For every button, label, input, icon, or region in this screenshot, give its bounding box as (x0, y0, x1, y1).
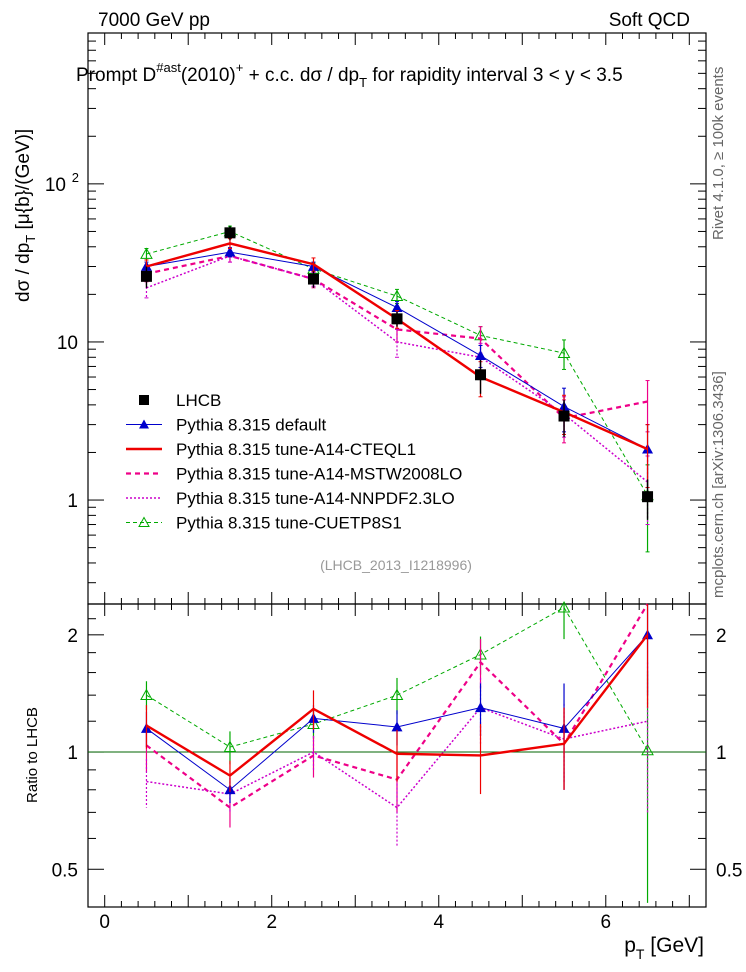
ratio-y-tick-label: 1 (67, 743, 78, 764)
ratio-series-pythia-8-315-tune-a14-cteql1 (145, 604, 649, 795)
legend-entry: Pythia 8.315 default (126, 416, 327, 435)
legend-entry: LHCB (139, 391, 221, 410)
x-tick-label: 4 (433, 912, 444, 933)
data-point-marker (475, 350, 487, 360)
xlabel-sub-T: T (636, 946, 645, 962)
legend-label: Pythia 8.315 tune-CUETP8S1 (176, 514, 402, 533)
title-part-a: Prompt D (76, 65, 156, 86)
legend-label: Pythia 8.315 default (176, 416, 327, 435)
legend-label: Pythia 8.315 tune-A14-NNPDF2.3LO (176, 489, 455, 508)
data-point-marker (475, 702, 487, 713)
data-point-marker (557, 601, 571, 613)
analysis-id: (LHCB_2013_I1218996) (320, 557, 472, 573)
ratio-axes-box (87, 603, 707, 908)
legend: LHCB Pythia 8.315 default Pythia 8.315 tun… (126, 391, 462, 533)
ratio-y-tick-label-right: 2 (716, 626, 727, 647)
data-point-marker (138, 516, 150, 527)
ratio-y-tick-label: 2 (67, 626, 78, 647)
data-point-marker (139, 419, 149, 429)
title-sup-plus: + (236, 60, 244, 75)
data-point-marker (558, 410, 570, 422)
data-point-marker (557, 346, 571, 359)
title-sub-T: T (359, 75, 367, 90)
ylabel-part-b: [μ{b}/(GeV)] (13, 129, 34, 235)
legend-entry: Pythia 8.315 tune-A14-MSTW2008LO (126, 465, 462, 484)
ratio-series-line (146, 606, 648, 751)
rivet-label: Rivet 4.1.0, ≥ 100k events (710, 67, 727, 240)
title-sup-ast: #ast (156, 60, 181, 75)
main-series-layer (140, 224, 654, 553)
data-point-marker (224, 227, 236, 239)
x-tick-label: 2 (266, 912, 277, 933)
xlabel-part-a: p (624, 934, 636, 957)
data-point-marker (391, 313, 403, 325)
data-point-marker (391, 721, 403, 732)
ratio-y-tick-label: 0.5 (52, 860, 78, 881)
y-tick-label: 10 (45, 175, 66, 196)
ratio-series-line (145, 634, 649, 778)
x-axis-label: pT [GeV] (624, 934, 704, 962)
data-point-marker (307, 273, 319, 285)
legend-entry: Pythia 8.315 tune-CUETP8S1 (126, 514, 402, 533)
data-point-marker (140, 688, 153, 701)
ratio-y-tick-label-right: 1 (716, 743, 727, 764)
data-point-marker (642, 491, 654, 503)
ratio-y-tick-label-right: 0.5 (716, 860, 742, 881)
title-part-b: (2010) (181, 65, 236, 86)
data-point-marker (223, 740, 237, 752)
legend-entry: Pythia 8.315 tune-A14-NNPDF2.3LO (126, 489, 455, 508)
x-tick-label: 6 (600, 912, 611, 933)
legend-label: LHCB (176, 391, 221, 410)
data-point-marker (390, 289, 404, 301)
ylabel-part-a: dσ / dp (13, 243, 34, 302)
legend-label: Pythia 8.315 tune-A14-MSTW2008LO (176, 465, 462, 484)
data-point-marker (475, 369, 487, 381)
x-tick-label: 0 (99, 912, 110, 933)
mcplots-label: mcplots.cern.ch [arXiv:1306.3436] (710, 371, 727, 598)
header-left: 7000 GeV pp (98, 10, 210, 31)
xlabel-part-b: [GeV] (644, 934, 704, 957)
title-part-c: + c.c. dσ / dp (243, 65, 359, 86)
data-point-marker (391, 302, 403, 312)
data-point-marker (140, 247, 153, 259)
ylabel-sub-T: T (23, 235, 38, 243)
data-point-marker (390, 688, 404, 701)
y-tick-label: 1 (67, 491, 78, 512)
chart-title: Prompt D#ast(2010)+ + c.c. dσ / dpT for … (76, 60, 623, 90)
y-tick-label: 10 (57, 333, 78, 354)
title-part-d: for rapidity interval 3 < y < 3.5 (367, 65, 623, 86)
data-point-marker (224, 246, 236, 257)
series-lhcb (140, 226, 654, 520)
header-right: Soft QCD (609, 10, 690, 31)
legend-entry: Pythia 8.315 tune-A14-CTEQL1 (126, 440, 416, 459)
data-point-marker (140, 270, 152, 282)
legend-label: Pythia 8.315 tune-A14-CTEQL1 (176, 440, 416, 459)
ratio-ylabel: Ratio to LHCB (24, 707, 41, 803)
main-ylabel: dσ / dpT [μ{b}/(GeV)] (13, 129, 38, 302)
data-point-marker (139, 395, 149, 405)
y-tick-label-exponent: 2 (72, 170, 79, 185)
ratio-series-layer (140, 601, 654, 903)
